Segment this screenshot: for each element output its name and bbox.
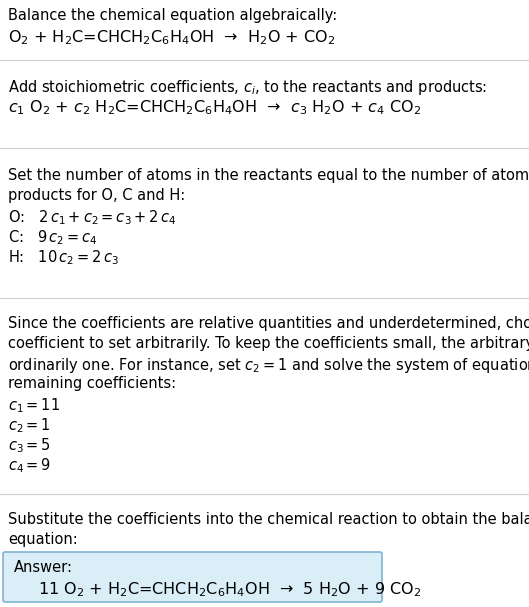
- Text: $c_1 = 11$: $c_1 = 11$: [8, 396, 60, 415]
- Text: $c_4 = 9$: $c_4 = 9$: [8, 456, 51, 475]
- Text: ordinarily one. For instance, set $c_2 = 1$ and solve the system of equations fo: ordinarily one. For instance, set $c_2 =…: [8, 356, 529, 375]
- Text: H:   $10\,c_2 = 2\,c_3$: H: $10\,c_2 = 2\,c_3$: [8, 248, 119, 266]
- FancyBboxPatch shape: [3, 552, 382, 602]
- Text: equation:: equation:: [8, 532, 78, 547]
- Text: $c_3 = 5$: $c_3 = 5$: [8, 436, 51, 455]
- Text: products for O, C and H:: products for O, C and H:: [8, 188, 185, 203]
- Text: O:   $2\,c_1 + c_2 = c_3 + 2\,c_4$: O: $2\,c_1 + c_2 = c_3 + 2\,c_4$: [8, 208, 177, 226]
- Text: Substitute the coefficients into the chemical reaction to obtain the balanced: Substitute the coefficients into the che…: [8, 512, 529, 527]
- Text: Add stoichiometric coefficients, $c_i$, to the reactants and products:: Add stoichiometric coefficients, $c_i$, …: [8, 78, 487, 97]
- Text: Since the coefficients are relative quantities and underdetermined, choose a: Since the coefficients are relative quan…: [8, 316, 529, 331]
- Text: O$_2$ + H$_2$C=CHCH$_2$C$_6$H$_4$OH  →  H$_2$O + CO$_2$: O$_2$ + H$_2$C=CHCH$_2$C$_6$H$_4$OH → H$…: [8, 28, 335, 47]
- Text: Answer:: Answer:: [14, 560, 73, 575]
- Text: $c_1$ O$_2$ + $c_2$ H$_2$C=CHCH$_2$C$_6$H$_4$OH  →  $c_3$ H$_2$O + $c_4$ CO$_2$: $c_1$ O$_2$ + $c_2$ H$_2$C=CHCH$_2$C$_6$…: [8, 98, 421, 117]
- Text: coefficient to set arbitrarily. To keep the coefficients small, the arbitrary va: coefficient to set arbitrarily. To keep …: [8, 336, 529, 351]
- Text: $c_2 = 1$: $c_2 = 1$: [8, 416, 51, 435]
- Text: 11 O$_2$ + H$_2$C=CHCH$_2$C$_6$H$_4$OH  →  5 H$_2$O + 9 CO$_2$: 11 O$_2$ + H$_2$C=CHCH$_2$C$_6$H$_4$OH →…: [38, 580, 421, 599]
- Text: C:   $9\,c_2 = c_4$: C: $9\,c_2 = c_4$: [8, 228, 98, 246]
- Text: remaining coefficients:: remaining coefficients:: [8, 376, 176, 391]
- Text: Balance the chemical equation algebraically:: Balance the chemical equation algebraica…: [8, 8, 338, 23]
- Text: Set the number of atoms in the reactants equal to the number of atoms in the: Set the number of atoms in the reactants…: [8, 168, 529, 183]
